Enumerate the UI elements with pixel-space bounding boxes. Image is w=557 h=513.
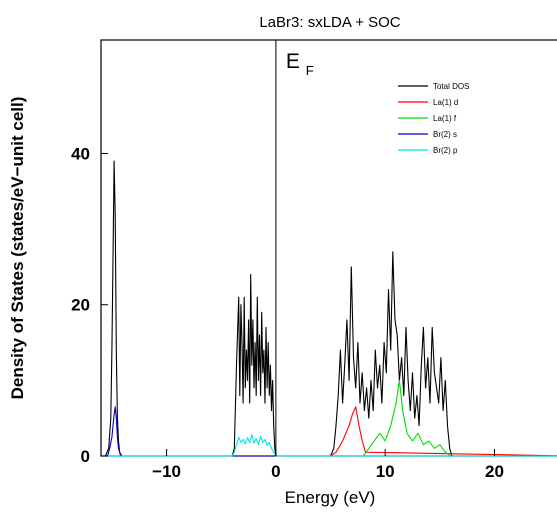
y-tick-label: 0 — [81, 447, 90, 466]
fermi-level-label: E F — [286, 50, 314, 78]
series-line-la-1-f — [101, 379, 557, 457]
series-line-br-2-s — [101, 406, 557, 457]
y-tick-label: 20 — [71, 296, 90, 315]
fermi-label-main: E — [286, 50, 300, 73]
series-line-total-dos — [101, 160, 557, 457]
series-line-la-1-d — [101, 406, 557, 457]
x-tick-label: 20 — [485, 462, 504, 481]
y-axis-label: Density of States (states/eV−unit cell) — [8, 97, 27, 400]
legend-label: Br(2) s — [433, 130, 457, 139]
x-tick-label: 10 — [376, 462, 395, 481]
series-line-br-2-p — [101, 434, 557, 457]
axes-layer: −10 0 10 20 0 20 40 — [71, 144, 504, 481]
legend: Total DOS La(1) d La(1) f Br(2) s Br(2) p — [398, 82, 469, 155]
x-tick-label: 0 — [271, 462, 280, 481]
fermi-label-subscript: F — [306, 63, 314, 78]
legend-label: Total DOS — [433, 82, 469, 91]
series-layer — [101, 160, 557, 457]
y-tick-label: 40 — [71, 144, 90, 163]
chart-title: LaBr3: sxLDA + SOC — [259, 14, 400, 31]
x-tick-label: −10 — [152, 462, 181, 481]
legend-label: La(1) f — [433, 114, 457, 123]
legend-label: Br(2) p — [433, 146, 458, 155]
legend-label: La(1) d — [433, 98, 458, 107]
plot-frame — [100, 39, 557, 457]
x-axis-label: Energy (eV) — [285, 488, 376, 507]
